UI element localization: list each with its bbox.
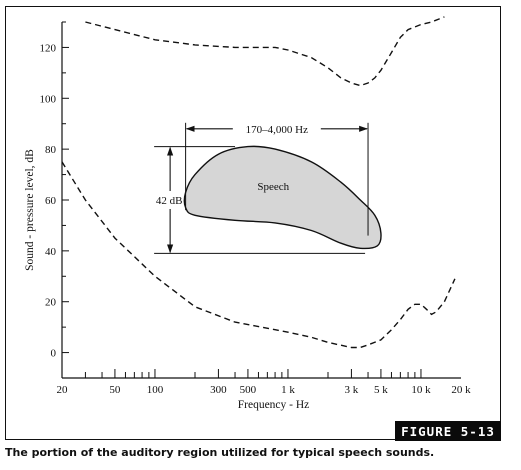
x-tick-label: 5 k: [374, 384, 388, 396]
x-tick-label: 20: [57, 384, 69, 396]
x-tick-label: 100: [147, 384, 164, 396]
speech-region: [183, 145, 382, 250]
x-tick-label: 500: [240, 384, 257, 396]
upper-threshold-curve: [85, 16, 445, 87]
x-tick-label: 50: [109, 384, 121, 396]
x-axis-title: Frequency - Hz: [238, 399, 310, 411]
figure-label: FIGURE 5-13: [395, 421, 501, 441]
y-axis-title: Sound - pressure level, dB: [24, 149, 36, 271]
figure-caption: The portion of the auditory region utili…: [5, 446, 435, 459]
y-tick-label: 80: [45, 144, 57, 156]
speech-region-label: Speech: [257, 181, 289, 193]
level-range-label: 42 dB: [156, 195, 183, 207]
x-tick-label: 10 k: [411, 384, 431, 396]
y-tick-label: 60: [45, 195, 57, 207]
y-tick-label: 0: [51, 348, 57, 360]
x-tick-label: 1 k: [281, 384, 295, 396]
lower-threshold-curve: [62, 161, 456, 349]
frequency-range-label: 170–4,000 Hz: [246, 124, 308, 136]
x-tick-label: 20 k: [451, 384, 471, 396]
y-tick-label: 100: [40, 93, 57, 105]
y-tick-label: 40: [45, 246, 57, 258]
x-tick-label: 3 k: [345, 384, 359, 396]
figure-frame: [5, 6, 501, 440]
x-tick-label: 300: [210, 384, 227, 396]
y-tick-label: 20: [45, 297, 57, 309]
y-tick-label: 120: [40, 42, 57, 54]
